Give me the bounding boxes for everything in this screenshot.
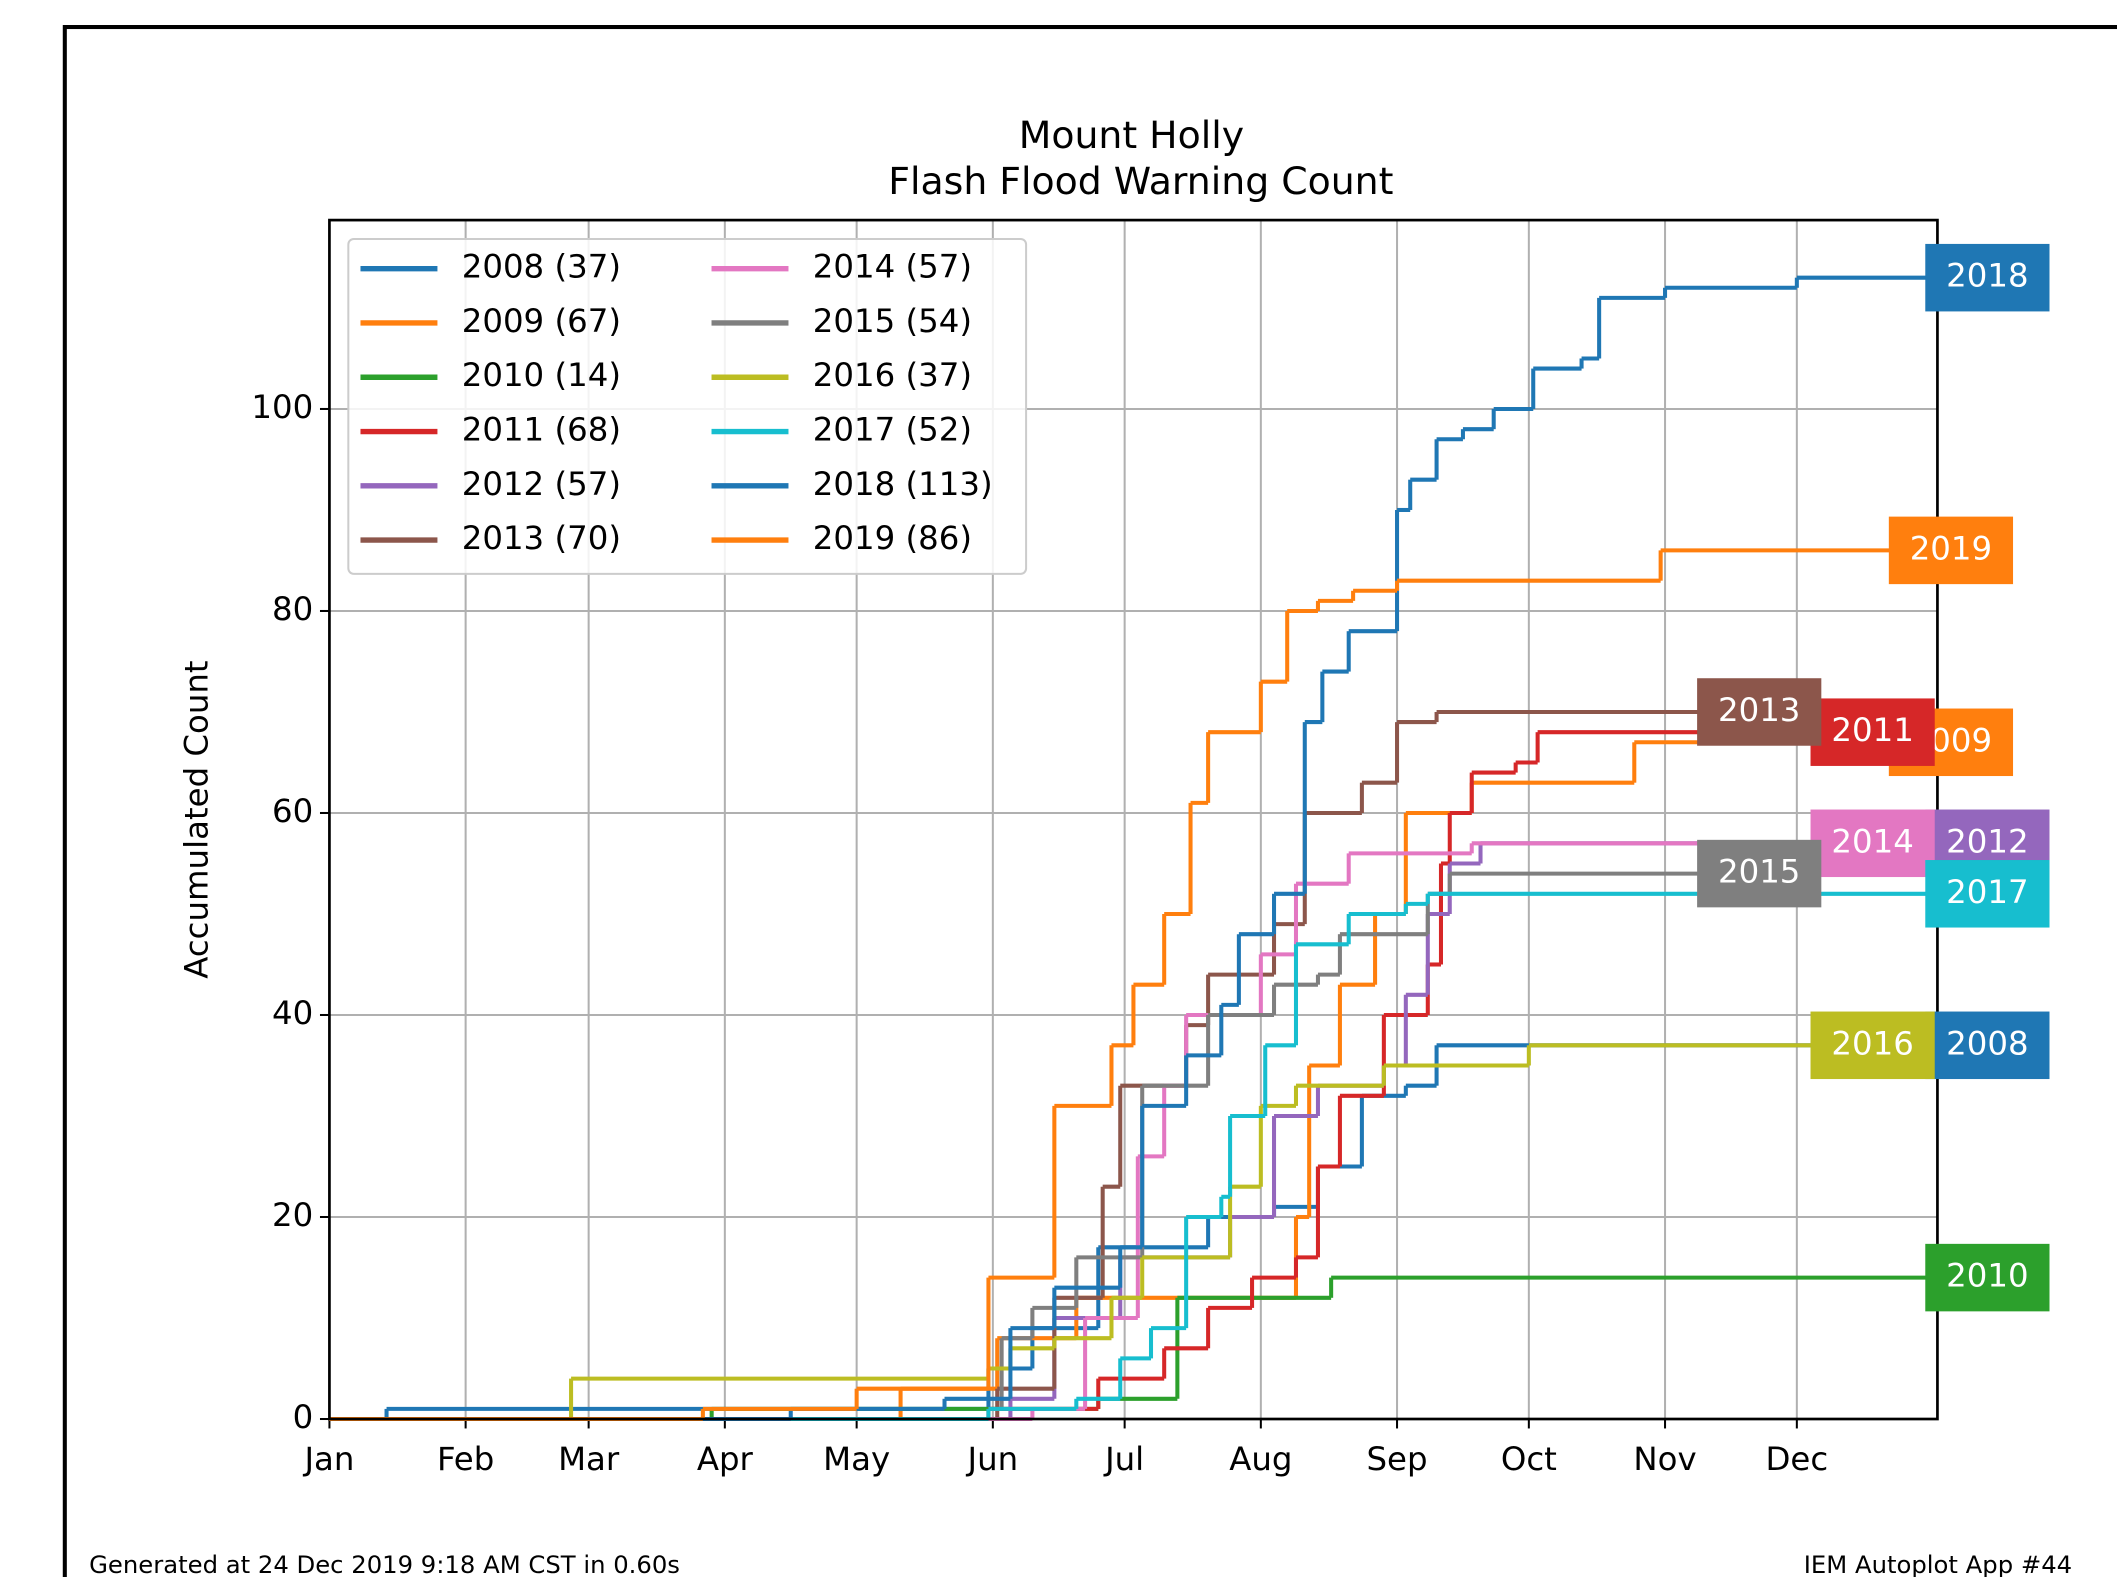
x-tick-label: May	[823, 1440, 890, 1478]
legend-label: 2010 (14)	[462, 356, 621, 394]
x-tick-label: Mar	[558, 1440, 620, 1478]
series-line	[329, 841, 1934, 1422]
legend-box	[347, 237, 1028, 575]
end-label: 2015	[1697, 839, 1822, 908]
end-label: 2016	[1810, 1011, 1935, 1080]
end-label-box	[1697, 678, 1822, 746]
end-label: 2011	[1810, 698, 1935, 766]
plot-lines	[329, 275, 1934, 1422]
x-tick-label: Feb	[437, 1440, 494, 1478]
x-tick-label: Nov	[1633, 1440, 1696, 1478]
end-label-text: 2018	[1946, 257, 2028, 295]
x-tick-label: Sep	[1367, 1440, 1428, 1478]
end-label: 2017	[1925, 860, 2050, 928]
y-tick-label: 80	[272, 590, 313, 628]
end-label: 2019	[1888, 516, 2014, 585]
end-label-box	[1925, 860, 2050, 928]
footer-right: IEM Autoplot App #44	[1804, 1550, 2072, 1577]
grid: Jan Feb Mar Apr May Jun Jul Aug Sep Oct Nov Dec 0 20 4…	[251, 220, 1938, 1478]
x-tick-label: Oct	[1501, 1440, 1557, 1478]
end-label-box	[1925, 1243, 2050, 1312]
legend-label: 2012 (57)	[462, 465, 621, 503]
end-label-box	[1888, 516, 2014, 585]
x-tick-label: Dec	[1765, 1440, 1828, 1478]
end-label: 2008	[1925, 1011, 2050, 1080]
legend-label: 2017 (52)	[813, 411, 972, 449]
x-tick-label: Aug	[1229, 1440, 1292, 1478]
frame	[62, 25, 2117, 1577]
end-label: 2010	[1925, 1243, 2050, 1312]
legend-label: 2008 (37)	[462, 248, 621, 286]
end-label: 2014	[1810, 809, 1935, 878]
y-tick-label: 40	[272, 994, 313, 1032]
end-label: 2018	[1925, 243, 2050, 312]
series-line	[329, 871, 1934, 1422]
series-line	[329, 709, 1934, 1422]
legend-label: 2009 (67)	[462, 302, 621, 340]
end-labels: 2008200920102011201220132014201520162017…	[1697, 243, 2050, 1312]
end-label-text: 2014	[1831, 822, 1913, 860]
x-tick-label: Apr	[697, 1440, 754, 1478]
x-tick-label: Jan	[302, 1440, 354, 1478]
y-tick-label: 60	[272, 792, 313, 830]
end-label-box	[1810, 809, 1935, 878]
end-label-text: 2019	[1910, 529, 1992, 567]
y-tick-label: 100	[251, 388, 313, 426]
end-label-text: 2015	[1718, 853, 1800, 891]
end-label-box	[1810, 1011, 1935, 1080]
series-line	[329, 1043, 1934, 1422]
end-label-text: 2012	[1946, 822, 2028, 860]
series-line	[329, 891, 1934, 1422]
footer-left: Generated at 24 Dec 2019 9:18 AM CST in …	[89, 1550, 680, 1577]
end-label-box	[1925, 243, 2050, 312]
legend-label: 2013 (70)	[462, 519, 621, 557]
end-label-text: 2008	[1946, 1024, 2028, 1062]
end-label-box	[1810, 698, 1935, 766]
series-line	[329, 548, 1934, 1422]
legend-label: 2014 (57)	[813, 248, 972, 286]
end-label-text: 2010	[1946, 1257, 2028, 1295]
chart-title: Mount Holly	[1019, 113, 1244, 157]
series-line	[329, 1043, 1934, 1422]
legend-label: 2019 (86)	[813, 519, 972, 557]
y-tick-label: 20	[272, 1196, 313, 1234]
legend-label: 2016 (37)	[813, 356, 972, 394]
series-line	[329, 841, 1934, 1422]
end-label-text: 2011	[1831, 711, 1913, 749]
end-label-text: 2016	[1831, 1024, 1913, 1062]
legend-label: 2015 (54)	[813, 302, 972, 340]
chart-subtitle: Flash Flood Warning Count	[888, 159, 1393, 203]
x-tick-label: Jun	[966, 1440, 1019, 1478]
legend-label: 2018 (113)	[813, 465, 993, 503]
end-label-box	[1925, 1011, 2050, 1080]
end-label-text: 2017	[1946, 873, 2028, 911]
x-tick-label: Jul	[1103, 1440, 1144, 1478]
end-label: 2013	[1697, 678, 1822, 746]
legend: 2008 (37) 2009 (67) 2010 (14) 2011 (68) 2012…	[347, 237, 1028, 575]
y-tick-label: 0	[293, 1398, 314, 1436]
y-axis-label: Accumulated Count	[177, 660, 215, 978]
legend-label: 2011 (68)	[462, 411, 621, 449]
end-label-box	[1697, 839, 1822, 908]
end-label-text: 2013	[1718, 691, 1800, 729]
